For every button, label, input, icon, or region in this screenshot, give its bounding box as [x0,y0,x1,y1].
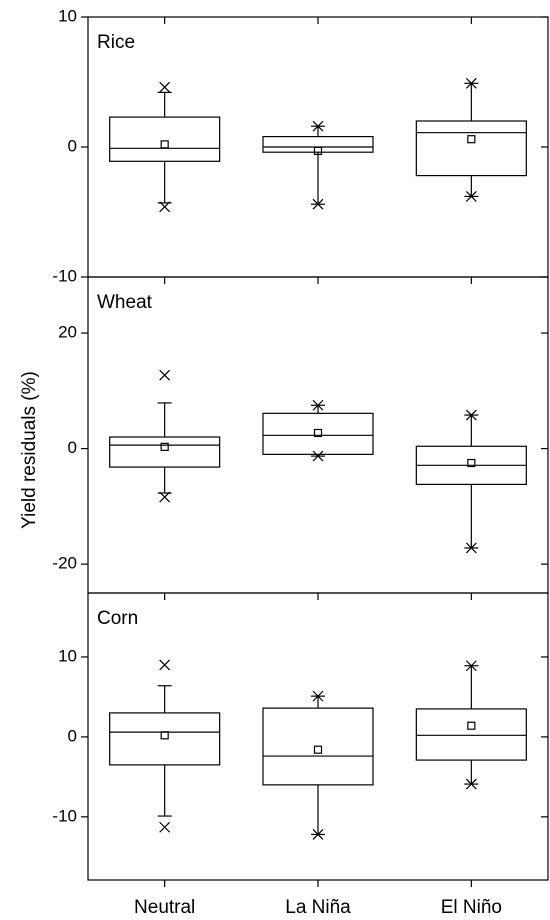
max-marker [465,77,477,89]
y-tick-label: 0 [68,136,77,155]
y-tick-label: -10 [52,806,77,825]
mean [160,442,169,451]
mean [313,428,323,438]
box [262,707,374,786]
mean [467,721,476,730]
y-tick-label: 0 [68,726,77,745]
panel-title: Corn [97,608,138,629]
box [109,116,221,162]
panel-frame [87,592,549,881]
x-tick-label: Neutral [134,897,195,918]
min-marker [312,450,324,462]
y-tick-label: 10 [58,6,77,25]
box [109,712,221,766]
mean [313,745,323,754]
box [262,412,374,455]
panel-title: Wheat [97,292,153,313]
max-marker [465,409,477,421]
min-marker [465,542,477,554]
min-marker [312,829,324,840]
max-marker [312,690,324,702]
max-marker [159,81,171,93]
min-marker [159,821,171,833]
mean [467,458,476,468]
y-tick-label: 0 [68,438,77,457]
y-axis-label: Yield residuals (%) [19,371,40,529]
panel-title: Rice [97,32,135,53]
min-marker [465,778,477,790]
max-marker [312,120,324,132]
min-marker [159,201,171,213]
mean [160,140,169,149]
max-marker [312,399,324,411]
box [415,120,527,177]
mean [160,731,169,740]
min-marker [465,190,477,202]
min-marker [312,198,324,210]
x-tick-label: El Niño [441,897,502,918]
y-tick-label: 10 [58,646,77,665]
mean [467,135,476,144]
y-tick-label: 20 [58,323,77,342]
max-marker [159,659,171,671]
min-marker [159,491,171,503]
box [415,708,527,761]
max-marker [465,660,477,672]
box [262,136,374,153]
box [109,436,221,468]
y-tick-label: -10 [52,266,77,285]
mean [313,146,323,155]
x-tick-label: La Niña [285,897,351,918]
y-tick-label: -20 [52,554,77,573]
max-marker [159,369,171,381]
